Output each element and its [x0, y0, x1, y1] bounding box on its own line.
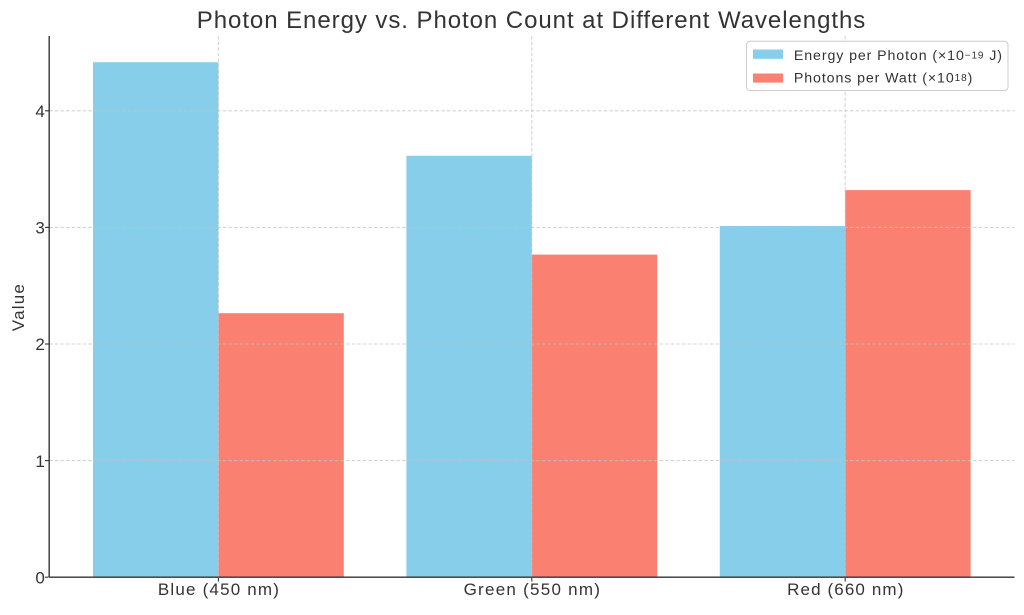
svg-text:0: 0: [35, 568, 44, 587]
svg-text:4: 4: [35, 102, 44, 121]
svg-text:Green (550 nm): Green (550 nm): [464, 580, 602, 599]
svg-text:Value: Value: [9, 283, 28, 331]
svg-text:3: 3: [35, 219, 44, 238]
svg-text:Red (660 nm): Red (660 nm): [787, 580, 904, 599]
svg-text:Photons per Watt (×1018): Photons per Watt (×1018): [794, 71, 973, 87]
svg-text:1: 1: [35, 452, 44, 471]
svg-text:Energy per Photon (×10−19 J): Energy per Photon (×10−19 J): [794, 48, 1003, 64]
svg-text:Photon Energy vs. Photon Count: Photon Energy vs. Photon Count at Differ…: [197, 7, 866, 34]
svg-text:2: 2: [35, 335, 44, 354]
svg-text:Blue (450 nm): Blue (450 nm): [158, 580, 280, 599]
